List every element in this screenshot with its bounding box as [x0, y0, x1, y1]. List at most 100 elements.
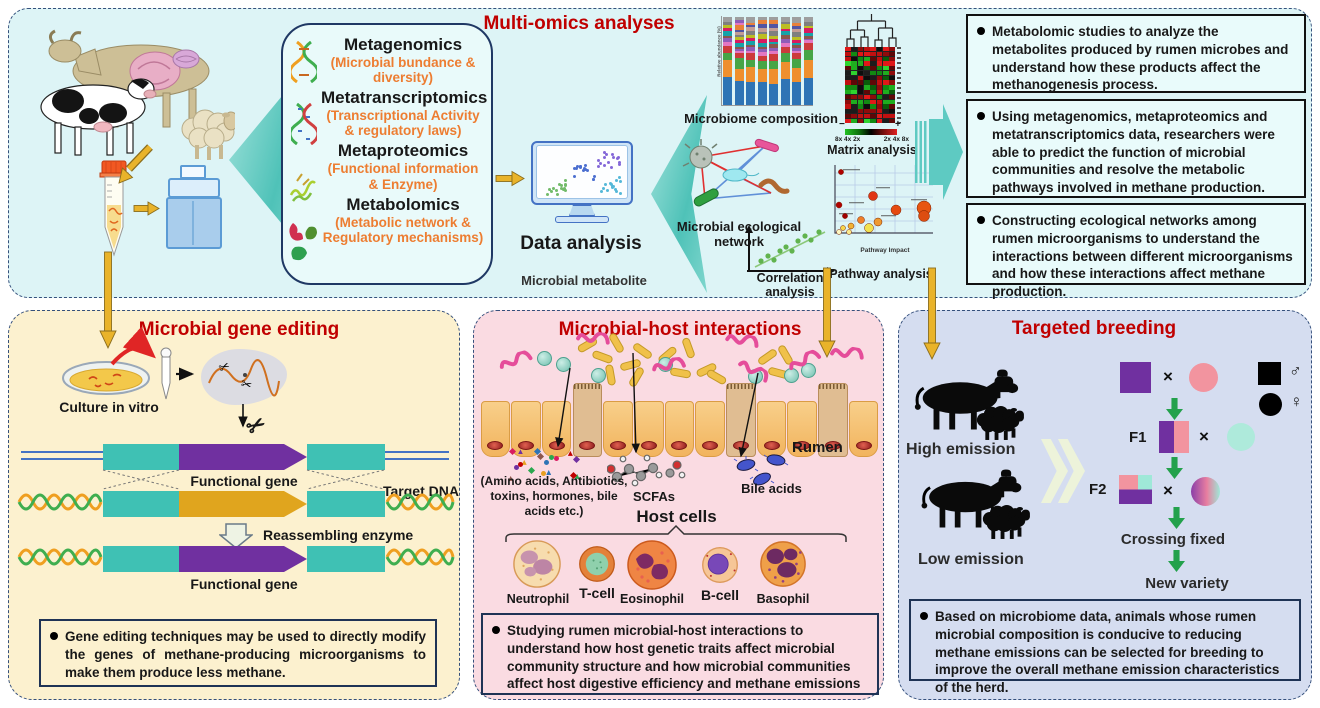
heatmap-cell [863, 47, 870, 52]
bar-seg [757, 43, 767, 48]
heatmap-cell [863, 51, 870, 57]
dna-strand-right [383, 451, 449, 461]
bar-seg [769, 69, 778, 84]
cell-nucleus [610, 441, 627, 450]
bar-seg [723, 35, 732, 39]
correlation-plot [745, 225, 835, 275]
cross-symbol: × [1163, 367, 1173, 386]
bar-seg [746, 34, 755, 39]
heatmap-cell [857, 94, 864, 100]
multiomics-title: Multi-omics analyses [483, 13, 675, 34]
green-down-arrow [1166, 457, 1183, 479]
heatmap-cell [870, 109, 877, 114]
bar-seg [746, 41, 755, 46]
heatmap-cell [889, 70, 895, 76]
b-cell-icon [702, 547, 738, 583]
heatmap-cell [876, 51, 883, 57]
bar-seg [792, 23, 801, 26]
f1-hybrid-rect [1159, 421, 1189, 453]
heatmap-cell [882, 66, 889, 71]
heatmap-cell [870, 90, 877, 95]
bar-seg [746, 50, 755, 54]
bar-seg [803, 50, 813, 61]
bar-seg [780, 62, 790, 79]
scatter-dot [550, 190, 554, 194]
bar-seg [803, 77, 813, 105]
heatmap-cell [889, 104, 895, 109]
pathway-plot [834, 165, 933, 235]
heatmap-row-labels [897, 47, 901, 123]
panel-gene-editing: Microbial gene editing Culture in vitro … [8, 310, 460, 700]
heatmap-cell [889, 75, 895, 80]
bar-seg [734, 42, 744, 47]
dna-helix-flank [17, 548, 103, 566]
bar-seg [757, 34, 767, 39]
heatmap-cell [857, 51, 864, 57]
heatmap-cell [882, 94, 889, 100]
bar-seg [769, 27, 778, 32]
stacked-bar [723, 17, 732, 105]
heatmap-cell [845, 66, 851, 71]
molecule-dot [574, 473, 580, 479]
f1-mate-circle [1227, 423, 1255, 451]
bar-seg [757, 17, 767, 21]
ecological-network-label: Microbial ecological network [676, 219, 802, 249]
bar-seg [780, 22, 790, 25]
heatmap-cell [857, 118, 864, 123]
spirillum-icon [725, 334, 759, 348]
rumen-epithelium [480, 383, 879, 457]
matrix-minus: − [839, 119, 845, 130]
heatmap-cell [851, 118, 858, 123]
bullet-icon [977, 112, 985, 120]
sample-tube-icon [99, 160, 129, 257]
scatter-dot [596, 165, 600, 169]
bar-seg [769, 51, 778, 54]
host-interactions-bullet-box: Studying rumen microbial-host interactio… [481, 613, 879, 695]
bar-seg [803, 40, 813, 44]
bar-seg [803, 28, 813, 33]
molecule-dot [513, 464, 519, 470]
heatmap-cell [851, 109, 858, 114]
heatmap-cell [882, 61, 889, 66]
bullet-box-metabolomics: Metabolomic studies to analyze the metab… [966, 14, 1306, 93]
scatter-dot [591, 178, 595, 182]
scatter-dot [563, 183, 567, 187]
svg-text:✂: ✂ [239, 376, 254, 393]
heatmap-cell [863, 80, 870, 85]
scatter-dot [584, 168, 588, 172]
bar-seg [780, 39, 790, 44]
heatmap-cell [889, 113, 895, 119]
bar-seg [769, 17, 778, 20]
bullet-text: Metabolomic studies to analyze the metab… [992, 24, 1289, 93]
data-analysis-label: Data analysis [520, 233, 642, 254]
bar-seg [803, 32, 813, 37]
scatter-dot [596, 159, 600, 163]
f2-hybrid-rect [1119, 475, 1152, 504]
scatter-dot [618, 176, 622, 180]
stacked-bar [769, 17, 778, 105]
heatmap-cell [863, 70, 870, 76]
heatmap-cell [863, 56, 870, 61]
heatmap-cell [863, 94, 870, 100]
spirillum-icon [789, 349, 822, 371]
heatmap-cell [889, 118, 895, 123]
petri-dish-icon [62, 361, 150, 395]
bar-seg [792, 28, 801, 33]
bar-seg [757, 49, 767, 53]
cell-nucleus [640, 441, 657, 450]
bar-seg [769, 39, 778, 42]
bullet-text: Gene editing techniques may be used to d… [65, 629, 426, 680]
bar-seg [746, 59, 755, 67]
molecule-dot [521, 459, 527, 465]
pathway-analysis-label: Pathway analysis [829, 267, 933, 281]
heatmap-cell [876, 56, 883, 61]
heatmap-cell [851, 75, 858, 80]
heatmap-cell [851, 90, 858, 95]
heatmap-cell [851, 61, 858, 66]
bar-seg [746, 17, 755, 23]
omics-list-box: Metagenomics (Microbial bundance & diver… [281, 23, 493, 285]
heatmap-cell [889, 61, 895, 66]
micro-tube-icon [160, 347, 172, 400]
heatmap-cell [882, 70, 889, 76]
bar-seg [734, 58, 744, 69]
